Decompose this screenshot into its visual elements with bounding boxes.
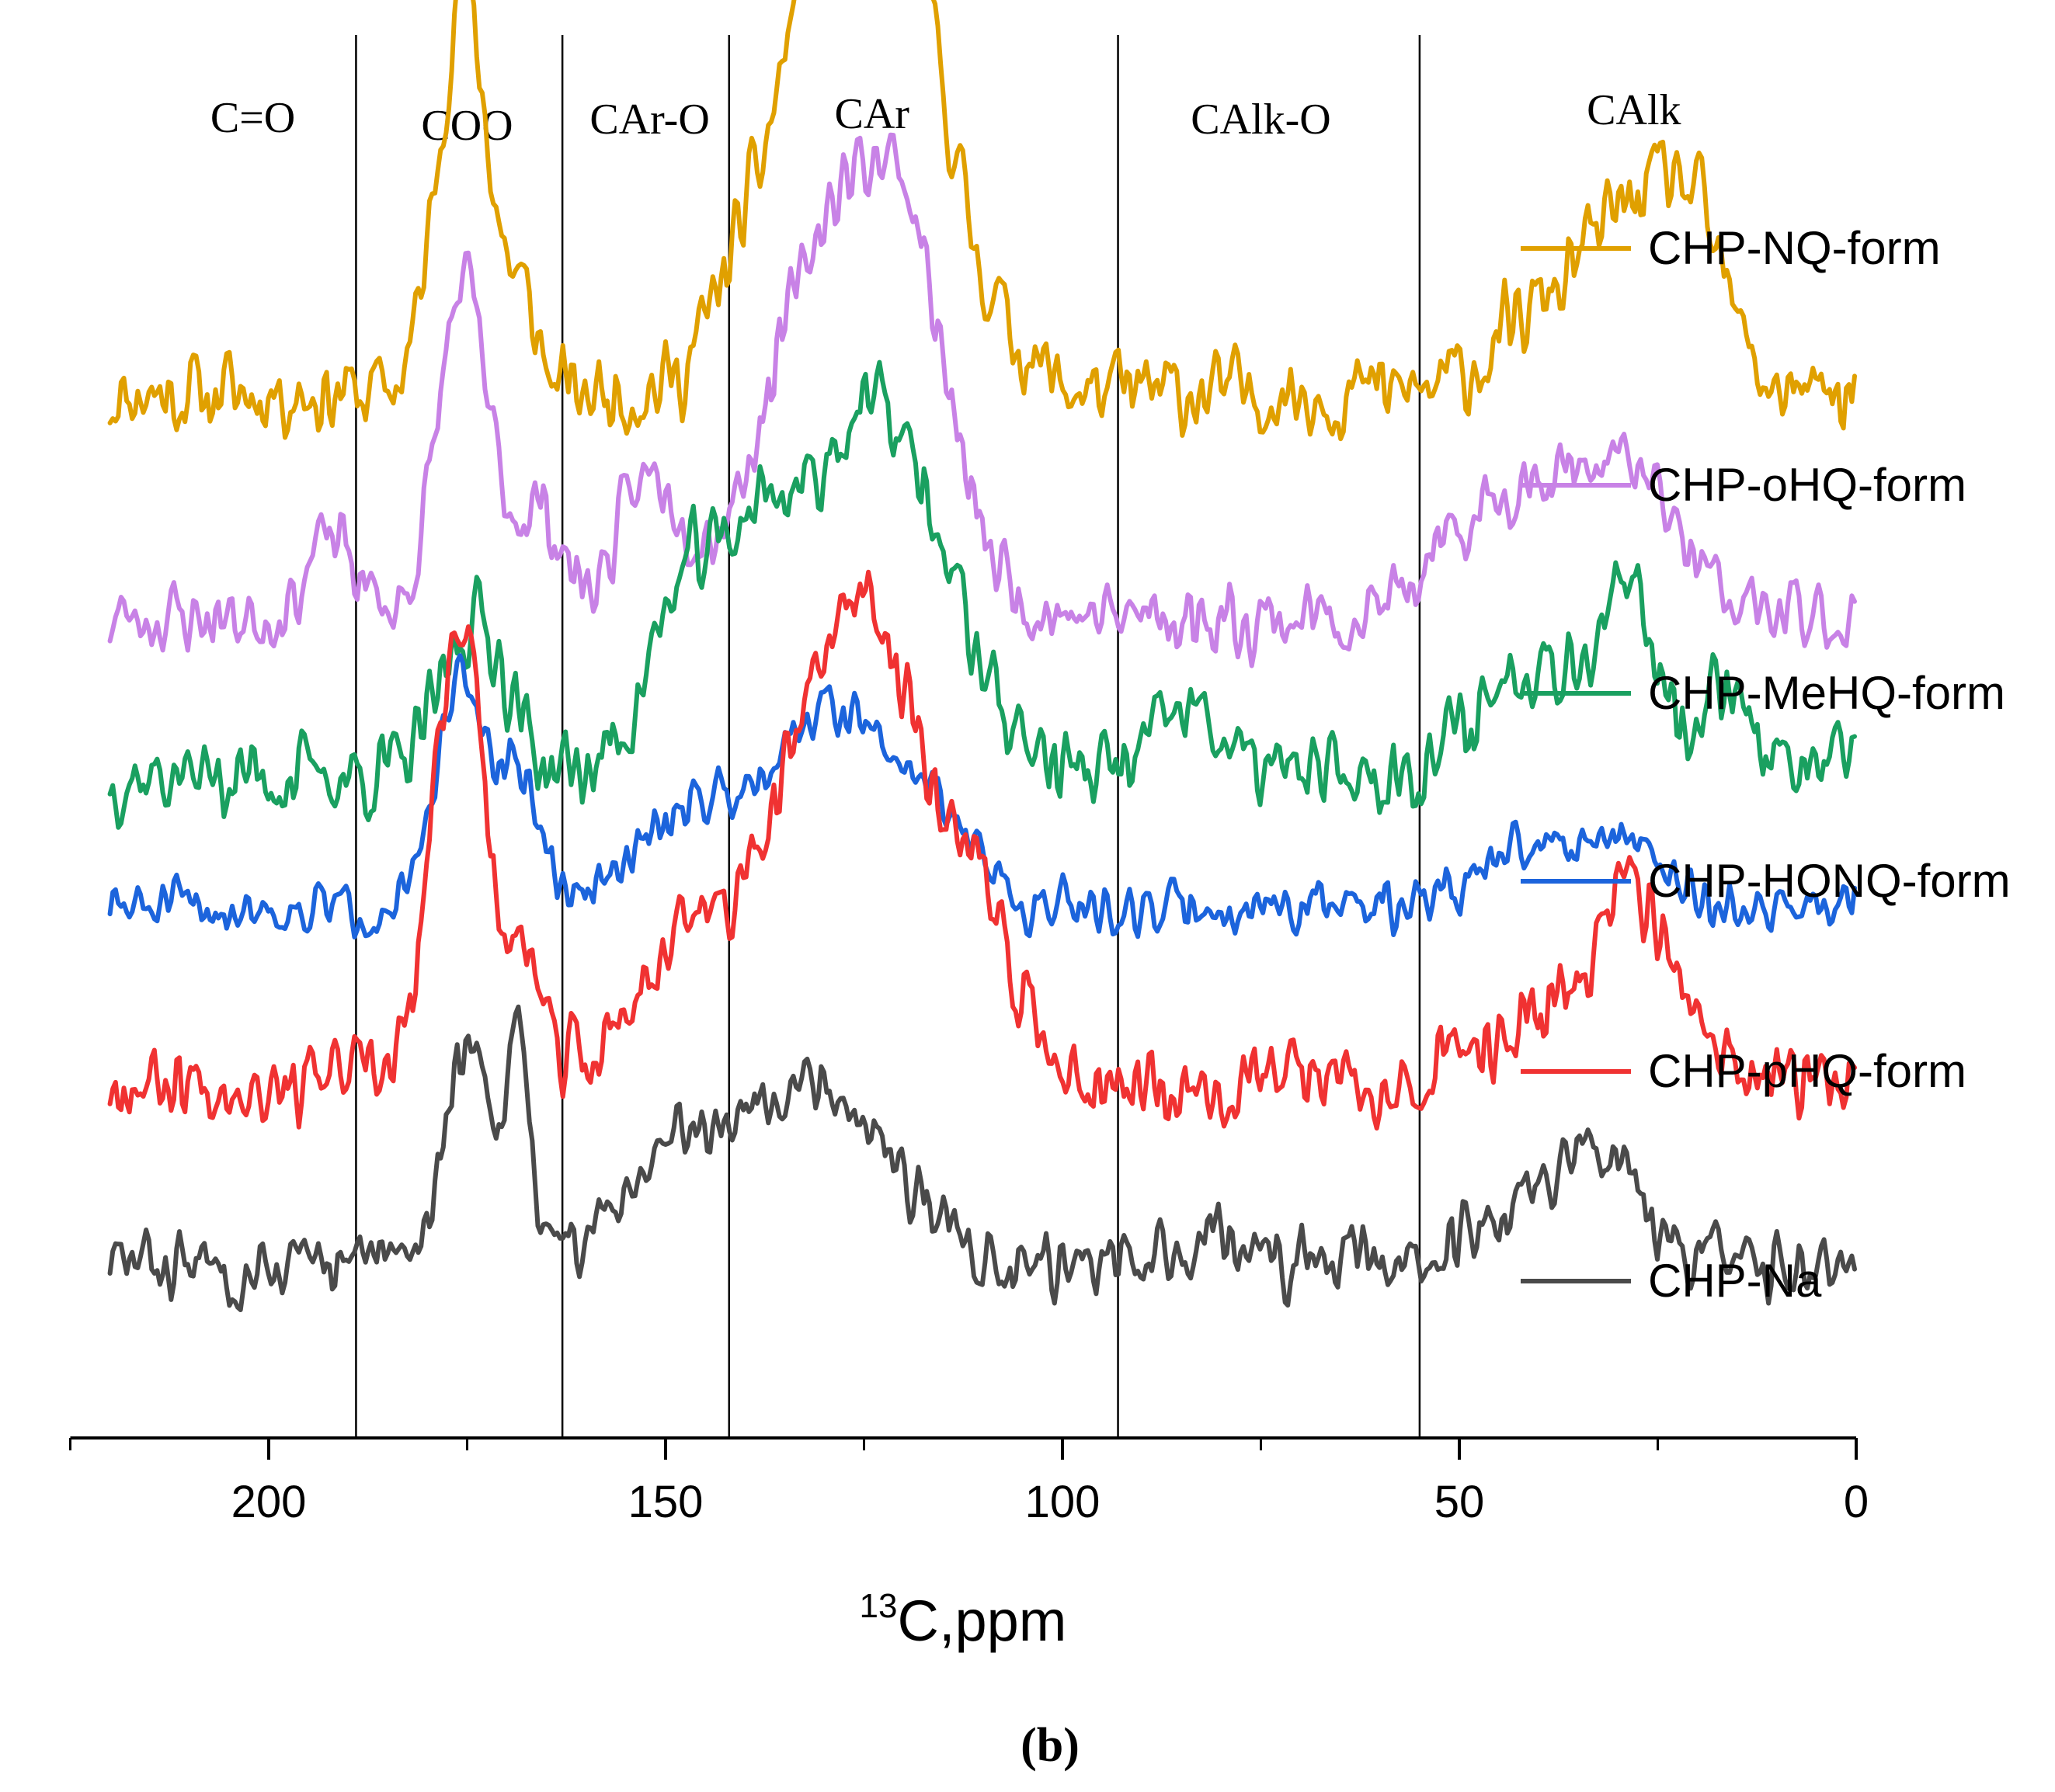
series-line-chp-mehq-form bbox=[107, 359, 1857, 830]
region-label-c-o: C=O bbox=[210, 94, 295, 142]
legend-label-chp-nq-form: CHP-NQ-form bbox=[1648, 222, 1941, 274]
x-axis-title-superscript: 13 bbox=[860, 1587, 898, 1625]
x-tick-label-100: 100 bbox=[1025, 1477, 1101, 1527]
x-axis-title-main: C,ppm bbox=[898, 1589, 1067, 1653]
legend-label-chp-honq-form: CHP-HONQ-form bbox=[1648, 855, 2011, 907]
region-boundaries bbox=[355, 35, 1421, 1438]
region-label-calk-o: CAlk-O bbox=[1191, 96, 1330, 144]
x-tick-label-200: 200 bbox=[231, 1477, 307, 1527]
legend-label-chp-na: CHP-Na bbox=[1648, 1255, 1822, 1307]
x-tick-label-150: 150 bbox=[628, 1477, 704, 1527]
series-line-chp-ohq-form bbox=[107, 132, 1857, 669]
figure-caption: (b) bbox=[1021, 1719, 1080, 1772]
region-label-calk: CAlk bbox=[1587, 86, 1681, 134]
x-axis-title: 13C,ppm bbox=[860, 1587, 1067, 1653]
series-line-chp-honq-form bbox=[107, 653, 1857, 939]
region-label-car-o: CAr-O bbox=[589, 96, 709, 144]
region-labels: C=O COO CAr-O CAr CAlk-O CAlk bbox=[210, 86, 1681, 150]
region-label-coo: COO bbox=[421, 102, 513, 150]
legend-label-chp-mehq-form: CHP-MeHQ-form bbox=[1648, 667, 2005, 719]
legend-label-chp-ohq-form: CHP-oHQ-form bbox=[1648, 459, 1966, 511]
legend: CHP-NQ-form CHP-oHQ-form CHP-MeHQ-form CHP-… bbox=[1521, 222, 2011, 1307]
x-axis: 200 150 100 50 0 bbox=[69, 1436, 1869, 1527]
x-tick-label-50: 50 bbox=[1434, 1477, 1485, 1527]
legend-label-chp-phq-form: CHP-pHQ-form bbox=[1648, 1045, 1966, 1097]
spectra bbox=[107, 0, 1857, 1312]
region-label-car: CAr bbox=[834, 90, 909, 138]
x-tick-label-0: 0 bbox=[1844, 1477, 1869, 1527]
series-line-chp-nq-form bbox=[107, 0, 1857, 442]
series-line-chp-phq-form bbox=[107, 569, 1857, 1131]
series-line-chp-na bbox=[107, 1004, 1857, 1312]
